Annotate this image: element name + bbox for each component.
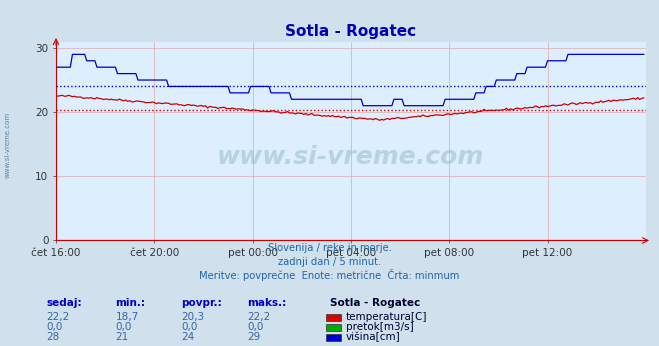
Text: 0,0: 0,0 (46, 322, 63, 332)
Text: 22,2: 22,2 (46, 312, 69, 322)
Text: 18,7: 18,7 (115, 312, 138, 322)
Text: www.si-vreme.com: www.si-vreme.com (217, 145, 484, 169)
Text: višina[cm]: višina[cm] (346, 331, 401, 342)
Text: maks.:: maks.: (247, 298, 287, 308)
Text: pretok[m3/s]: pretok[m3/s] (346, 322, 414, 332)
Title: Sotla - Rogatec: Sotla - Rogatec (285, 24, 416, 39)
Text: 29: 29 (247, 332, 260, 342)
Text: 21: 21 (115, 332, 129, 342)
Text: temperatura[C]: temperatura[C] (346, 312, 428, 322)
Text: 28: 28 (46, 332, 59, 342)
Text: 24: 24 (181, 332, 194, 342)
Text: zadnji dan / 5 minut.: zadnji dan / 5 minut. (278, 257, 381, 267)
Text: 0,0: 0,0 (181, 322, 198, 332)
Text: 0,0: 0,0 (247, 322, 264, 332)
Text: Meritve: povprečne  Enote: metrične  Črta: minmum: Meritve: povprečne Enote: metrične Črta:… (199, 268, 460, 281)
Text: Sotla - Rogatec: Sotla - Rogatec (330, 298, 420, 308)
Text: 0,0: 0,0 (115, 322, 132, 332)
Text: 20,3: 20,3 (181, 312, 204, 322)
Text: min.:: min.: (115, 298, 146, 308)
Text: sedaj:: sedaj: (46, 298, 82, 308)
Text: Slovenija / reke in morje.: Slovenija / reke in morje. (268, 243, 391, 253)
Text: www.si-vreme.com: www.si-vreme.com (5, 112, 11, 179)
Text: povpr.:: povpr.: (181, 298, 222, 308)
Text: 22,2: 22,2 (247, 312, 270, 322)
